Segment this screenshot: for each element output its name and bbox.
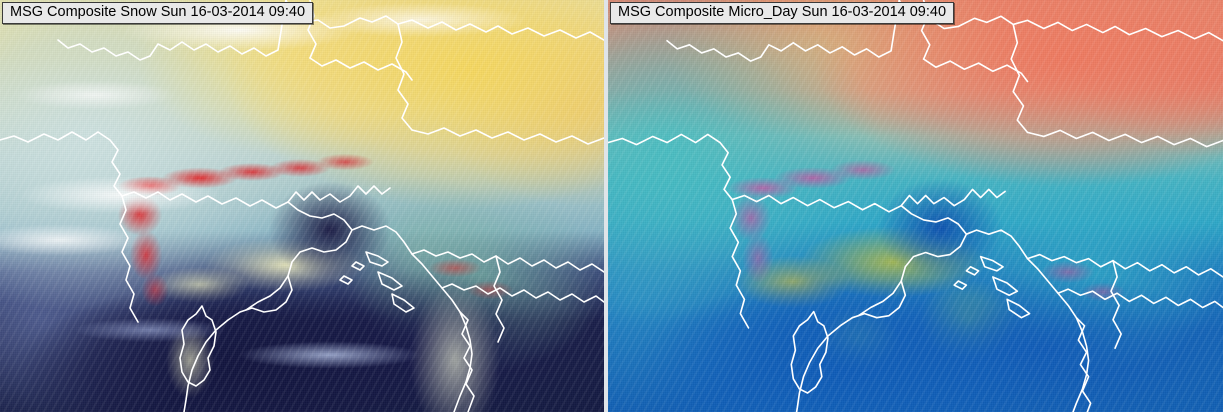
microday-pixel-texture: [608, 0, 1223, 412]
satellite-panel-micro-day[interactable]: MSG Composite Micro_Day Sun 16-03-2014 0…: [608, 0, 1223, 412]
panel-label-micro-day-text: MSG Composite Micro_Day Sun 16-03-2014 0…: [618, 4, 947, 20]
panel-label-snow: MSG Composite Snow Sun 16-03-2014 09:40: [2, 2, 314, 24]
satellite-panel-snow[interactable]: MSG Composite Snow Sun 16-03-2014 09:40: [0, 0, 604, 412]
panel-divider: [604, 0, 608, 412]
panel-label-snow-text: MSG Composite Snow Sun 16-03-2014 09:40: [10, 4, 306, 20]
snow-pixel-texture: [0, 0, 604, 412]
panel-label-micro-day: MSG Composite Micro_Day Sun 16-03-2014 0…: [610, 2, 955, 24]
